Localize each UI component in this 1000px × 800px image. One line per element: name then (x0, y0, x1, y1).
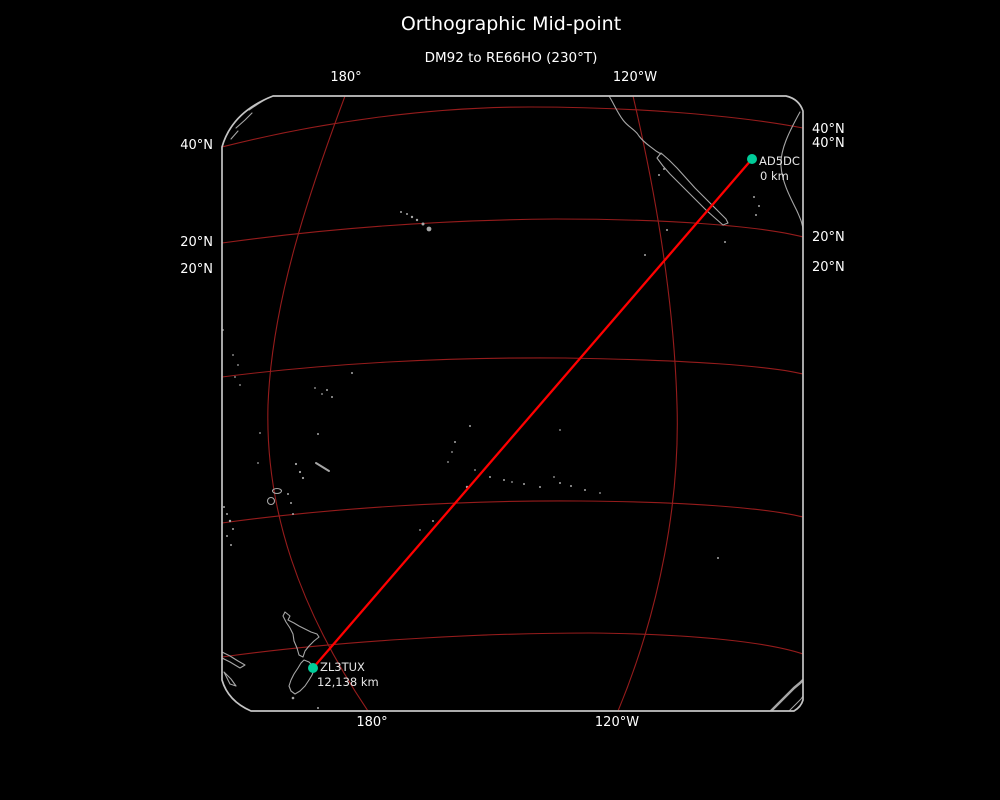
coast-fiji-blob (271, 487, 283, 495)
coast-chile-inner (788, 695, 803, 711)
island-specks (222, 168, 760, 709)
parallel-20s (222, 500, 803, 524)
coast-nz-north-island (282, 611, 320, 658)
point-label-zl3tux-callsign: ZL3TUX (320, 660, 365, 674)
tick-right-40n-b: 40°N (812, 136, 845, 151)
tick-bottom-120w: 120°W (594, 715, 640, 730)
coast-aleutian (230, 96, 273, 140)
map-frame (221, 95, 804, 712)
coast-baja (656, 152, 729, 226)
meridian-120w (617, 96, 678, 711)
marker-ad5dc (747, 154, 757, 164)
parallel-20n (222, 218, 803, 244)
tick-top-120w: 120°W (612, 70, 658, 85)
parallel-0 (222, 357, 803, 378)
coastlines (222, 96, 803, 711)
point-label-ad5dc-callsign: AD5DC (759, 154, 800, 168)
great-circle-path (312, 158, 753, 669)
coast-mexico-mainland (780, 111, 803, 232)
tick-right-20n-b: 20°N (812, 260, 845, 275)
tick-left-20n-a: 20°N (180, 235, 213, 250)
coast-australia (222, 651, 246, 687)
marker-zl3tux (308, 663, 318, 673)
tick-left-20n-b: 20°N (180, 262, 213, 277)
figure-title: Orthographic Mid-point (400, 13, 622, 35)
coast-chile (769, 678, 803, 711)
point-label-ad5dc-distance: 0 km (760, 169, 789, 183)
coast-california (608, 96, 662, 155)
figure-subtitle: DM92 to RE66HO (230°T) (424, 50, 598, 66)
graticule (222, 96, 803, 711)
point-label-zl3tux-distance: 12,138 km (317, 675, 379, 689)
tick-bottom-180: 180° (356, 715, 388, 730)
coast-fiji-ring (266, 496, 276, 506)
tick-top-180: 180° (330, 70, 362, 85)
tick-right-40n-a: 40°N (812, 122, 845, 137)
parallel-40n (222, 106, 803, 148)
meridian-180 (267, 96, 369, 711)
coast-new-caledonia (315, 462, 330, 472)
tick-left-40n: 40°N (180, 138, 213, 153)
tick-right-20n-a: 20°N (812, 230, 845, 245)
parallel-40s (222, 632, 803, 658)
